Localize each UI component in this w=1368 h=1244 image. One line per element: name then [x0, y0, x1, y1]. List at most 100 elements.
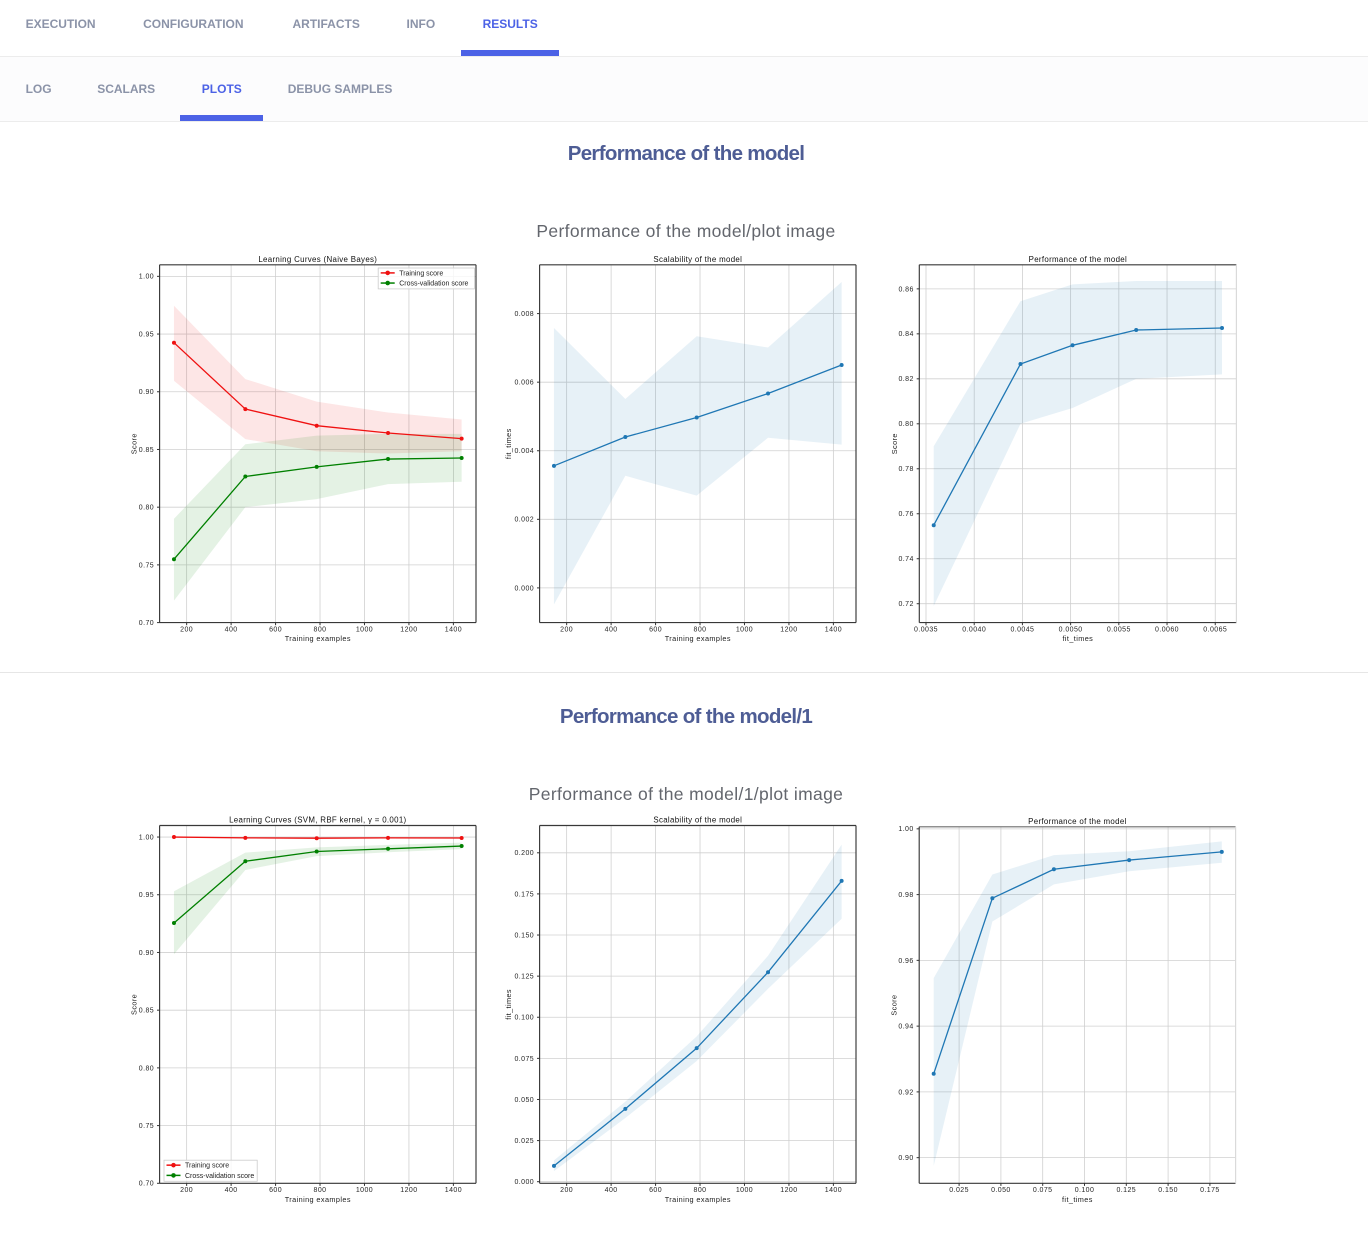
- svg-text:0.000: 0.000: [514, 585, 534, 592]
- svg-text:Scalability of the model: Scalability of the model: [653, 255, 742, 264]
- svg-text:0.0050: 0.0050: [1059, 626, 1083, 633]
- svg-text:0.90: 0.90: [139, 389, 154, 396]
- svg-text:0.150: 0.150: [514, 932, 534, 939]
- svg-text:Performance of the model: Performance of the model: [1028, 817, 1126, 826]
- svg-text:600: 600: [269, 1187, 282, 1194]
- svg-text:Score: Score: [130, 994, 139, 1015]
- svg-text:600: 600: [269, 626, 282, 633]
- svg-text:0.075: 0.075: [1033, 1187, 1053, 1194]
- svg-text:800: 800: [314, 626, 327, 633]
- svg-text:Cross-validation score: Cross-validation score: [399, 281, 468, 288]
- svg-text:0.70: 0.70: [139, 1181, 154, 1188]
- svg-text:0.004: 0.004: [514, 448, 534, 455]
- svg-text:0.76: 0.76: [898, 511, 913, 518]
- svg-text:0.175: 0.175: [514, 891, 534, 898]
- svg-text:0.98: 0.98: [898, 892, 913, 899]
- svg-text:0.025: 0.025: [949, 1187, 969, 1194]
- svg-text:0.78: 0.78: [898, 466, 913, 473]
- svg-text:1400: 1400: [825, 1187, 842, 1194]
- svg-text:1400: 1400: [825, 626, 842, 633]
- svg-text:Performance of the model: Performance of the model: [1029, 255, 1127, 264]
- svg-text:1000: 1000: [736, 626, 753, 633]
- svg-text:1200: 1200: [780, 626, 797, 633]
- svg-text:0.95: 0.95: [139, 331, 154, 338]
- svg-text:Score: Score: [130, 433, 139, 454]
- svg-text:200: 200: [560, 1187, 573, 1194]
- svg-text:1.00: 1.00: [139, 274, 154, 281]
- svg-text:fit_times: fit_times: [504, 989, 513, 1020]
- svg-text:0.200: 0.200: [514, 850, 534, 857]
- svg-text:400: 400: [225, 1187, 238, 1194]
- svg-text:0.175: 0.175: [1200, 1187, 1220, 1194]
- svg-text:0.002: 0.002: [514, 517, 534, 524]
- svg-text:200: 200: [180, 1187, 193, 1194]
- svg-text:0.85: 0.85: [139, 1008, 154, 1015]
- svg-text:1400: 1400: [445, 626, 462, 633]
- svg-text:0.80: 0.80: [139, 505, 154, 512]
- svg-text:Training examples: Training examples: [285, 1195, 351, 1204]
- svg-text:0.006: 0.006: [514, 380, 534, 387]
- svg-text:0.72: 0.72: [898, 601, 913, 608]
- svg-text:0.0055: 0.0055: [1107, 626, 1131, 633]
- svg-text:0.82: 0.82: [898, 376, 913, 383]
- svg-text:Learning Curves (Naive Bayes): Learning Curves (Naive Bayes): [258, 255, 377, 264]
- svg-text:Cross-validation score: Cross-validation score: [185, 1173, 254, 1180]
- svg-text:Training score: Training score: [399, 270, 443, 277]
- svg-text:0.75: 0.75: [139, 1123, 154, 1130]
- svg-text:0.150: 0.150: [1158, 1187, 1178, 1194]
- svg-text:1000: 1000: [736, 1187, 753, 1194]
- svg-text:0.80: 0.80: [139, 1065, 154, 1072]
- svg-text:0.008: 0.008: [514, 311, 534, 318]
- svg-text:800: 800: [694, 1187, 707, 1194]
- svg-text:1200: 1200: [780, 1187, 797, 1194]
- svg-text:1.00: 1.00: [139, 834, 154, 841]
- svg-text:0.85: 0.85: [139, 447, 154, 454]
- svg-text:fit_times: fit_times: [1062, 1195, 1093, 1204]
- svg-text:0.050: 0.050: [991, 1187, 1011, 1194]
- svg-text:1400: 1400: [445, 1187, 462, 1194]
- svg-text:Training examples: Training examples: [285, 634, 351, 643]
- svg-text:fit_times: fit_times: [1062, 634, 1093, 643]
- svg-text:200: 200: [560, 626, 573, 633]
- svg-text:0.90: 0.90: [898, 1155, 913, 1162]
- svg-text:400: 400: [605, 626, 618, 633]
- svg-text:0.050: 0.050: [514, 1097, 534, 1104]
- svg-text:0.70: 0.70: [139, 620, 154, 627]
- svg-text:0.025: 0.025: [514, 1138, 534, 1145]
- svg-text:400: 400: [225, 626, 238, 633]
- svg-text:0.0065: 0.0065: [1203, 626, 1227, 633]
- svg-text:0.0045: 0.0045: [1010, 626, 1034, 633]
- svg-text:fit_times: fit_times: [504, 428, 513, 459]
- svg-text:0.90: 0.90: [139, 950, 154, 957]
- svg-text:0.80: 0.80: [898, 421, 913, 428]
- svg-text:0.125: 0.125: [514, 974, 534, 981]
- svg-text:400: 400: [605, 1187, 618, 1194]
- svg-text:0.86: 0.86: [898, 286, 913, 293]
- svg-text:Score: Score: [890, 995, 899, 1016]
- svg-text:Training examples: Training examples: [665, 1195, 731, 1204]
- svg-text:0.96: 0.96: [898, 958, 913, 965]
- svg-text:0.100: 0.100: [1075, 1187, 1095, 1194]
- svg-text:1200: 1200: [400, 626, 417, 633]
- svg-text:800: 800: [314, 1187, 327, 1194]
- svg-text:0.75: 0.75: [139, 562, 154, 569]
- svg-text:1.00: 1.00: [898, 826, 913, 833]
- svg-text:1000: 1000: [356, 1187, 373, 1194]
- svg-text:Learning Curves (SVM, RBF kern: Learning Curves (SVM, RBF kernel, γ = 0.…: [229, 816, 406, 825]
- svg-text:Training examples: Training examples: [665, 634, 731, 643]
- svg-text:0.95: 0.95: [139, 892, 154, 899]
- svg-text:0.74: 0.74: [898, 556, 913, 563]
- svg-text:Score: Score: [890, 433, 899, 454]
- svg-text:0.0040: 0.0040: [962, 626, 986, 633]
- svg-text:Training score: Training score: [185, 1163, 229, 1170]
- svg-text:0.94: 0.94: [898, 1024, 913, 1031]
- svg-text:0.125: 0.125: [1116, 1187, 1136, 1194]
- svg-text:0.075: 0.075: [514, 1056, 534, 1063]
- svg-text:600: 600: [649, 1187, 662, 1194]
- svg-text:600: 600: [649, 626, 662, 633]
- svg-text:Scalability of the model: Scalability of the model: [653, 816, 742, 825]
- svg-text:0.100: 0.100: [514, 1015, 534, 1022]
- svg-text:200: 200: [180, 626, 193, 633]
- svg-text:0.84: 0.84: [898, 331, 913, 338]
- svg-text:0.0035: 0.0035: [914, 626, 938, 633]
